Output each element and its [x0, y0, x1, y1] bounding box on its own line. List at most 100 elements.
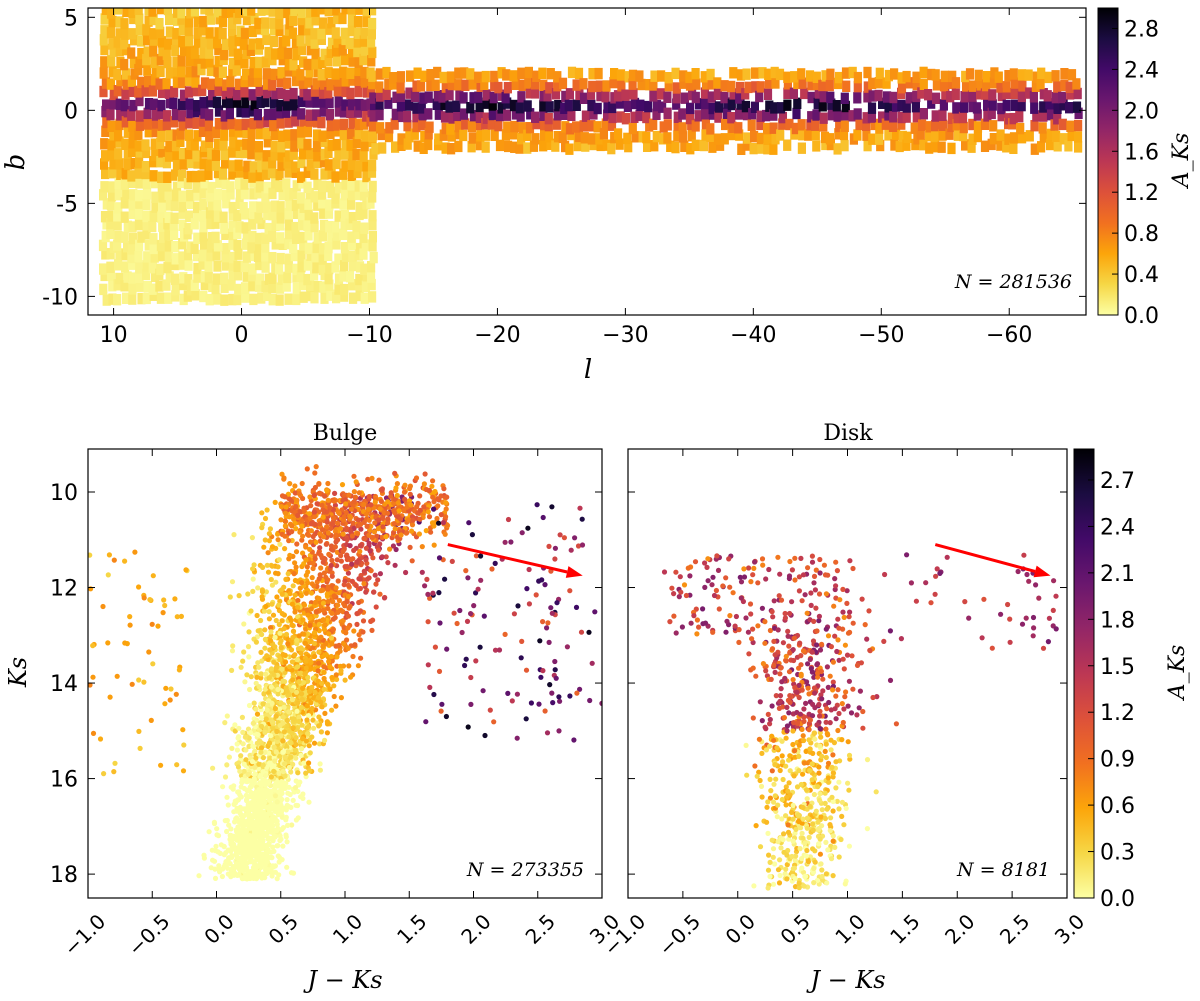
- sky-map-cell: [613, 90, 623, 102]
- star-point: [289, 601, 295, 607]
- sky-map-cell: [234, 34, 243, 47]
- sky-map-cell: [960, 101, 969, 113]
- sky-map-colorbar-tick-label: 1.2: [1124, 181, 1159, 206]
- sky-map-cell: [1039, 110, 1048, 122]
- sky-map-cell: [313, 156, 322, 168]
- star-point: [242, 734, 248, 740]
- sky-map-cell: [517, 133, 526, 145]
- sky-map-cell: [234, 283, 243, 296]
- sky-map-cell: [341, 75, 350, 87]
- star-point: [317, 761, 323, 767]
- sky-map-cell: [446, 71, 455, 83]
- sky-map-cell: [868, 77, 877, 90]
- sky-map-cell: [701, 118, 710, 130]
- sky-map-cell: [228, 268, 237, 281]
- star-point: [249, 871, 255, 878]
- sky-map-cell: [318, 17, 328, 29]
- sky-map-cell: [163, 261, 172, 274]
- star-point: [242, 847, 248, 853]
- star-point: [268, 625, 274, 631]
- star-point: [299, 480, 305, 487]
- sky-map-cell: [99, 283, 108, 296]
- sky-map-cell: [310, 269, 319, 281]
- sky-map-cell: [297, 43, 307, 56]
- star-point: [259, 714, 265, 721]
- star-point: [262, 749, 268, 756]
- star-point: [292, 577, 298, 584]
- sky-map-cell: [853, 92, 862, 104]
- star-point: [253, 639, 259, 645]
- sky-map-cell: [897, 72, 906, 84]
- sky-map-cell: [720, 133, 729, 145]
- star-point: [228, 839, 234, 845]
- sky-map-cell: [99, 67, 108, 79]
- sky-map-cell: [608, 101, 617, 114]
- sky-map-cell: [228, 238, 237, 250]
- sky-map-cell: [164, 250, 173, 263]
- star-point: [335, 609, 341, 615]
- sky-map-cell: [898, 130, 907, 143]
- star-point: [232, 728, 238, 734]
- sky-map-cell: [142, 198, 151, 211]
- star-point: [258, 723, 265, 729]
- sky-map-cell: [574, 130, 583, 143]
- sky-map-cell: [113, 279, 122, 291]
- sky-map-cell: [311, 251, 320, 263]
- star-point: [282, 510, 289, 516]
- sky-map-cell: [144, 75, 153, 88]
- sky-map-cell: [1002, 141, 1011, 153]
- sky-map-cell: [177, 176, 186, 188]
- sky-map-cell: [239, 202, 248, 214]
- sky-map-cell: [947, 120, 956, 133]
- sky-map-cell: [312, 96, 321, 108]
- sky-map-cell: [114, 259, 123, 271]
- sky-map-cell: [278, 238, 287, 250]
- sky-map-cell: [940, 70, 949, 83]
- sky-map-cell: [177, 170, 187, 182]
- star-point: [326, 658, 332, 665]
- star-point: [288, 754, 294, 760]
- star-point: [347, 603, 353, 610]
- sky-map-cell: [220, 129, 229, 141]
- sky-map-cell: [200, 107, 209, 119]
- sky-map-cell: [142, 268, 151, 281]
- sky-map-cell: [917, 87, 926, 99]
- star-point: [374, 533, 380, 539]
- sky-map-cell: [440, 98, 449, 111]
- star-point: [258, 675, 264, 681]
- star-point: [285, 692, 291, 698]
- sky-map-cell: [150, 138, 159, 150]
- sky-map-cell: [108, 280, 117, 292]
- sky-map-cell: [398, 110, 407, 123]
- sky-map-cell: [474, 71, 483, 83]
- sky-map-cell: [334, 75, 343, 87]
- sky-map-cell: [892, 128, 901, 140]
- star-point: [300, 679, 307, 686]
- sky-map-cell: [340, 290, 349, 302]
- sky-map-cell: [248, 270, 257, 282]
- sky-map-cell: [226, 181, 235, 193]
- sky-map-cell: [135, 197, 144, 209]
- sky-map-cell: [635, 109, 644, 122]
- sky-map-cell: [346, 106, 355, 118]
- sky-map-cell: [109, 98, 118, 110]
- sky-map-cell: [193, 36, 203, 49]
- sky-map-cell: [296, 34, 305, 47]
- sky-map-cell: [339, 228, 348, 240]
- sky-map-cell: [420, 70, 429, 82]
- sky-map-cell: [127, 251, 136, 264]
- sky-map-cell: [360, 139, 369, 152]
- sky-map-cell: [771, 133, 780, 145]
- sky-map-cell: [255, 38, 264, 50]
- star-point: [252, 771, 258, 777]
- star-point: [272, 869, 279, 875]
- sky-map-cell: [832, 100, 841, 112]
- sky-map-cell: [255, 56, 264, 69]
- sky-map-cell: [931, 110, 940, 122]
- sky-map-cell: [155, 280, 164, 292]
- sky-map-cell: [170, 228, 179, 240]
- sky-map-cell: [277, 150, 286, 163]
- sky-map-cell: [355, 261, 365, 273]
- sky-map-panel: 10 0 −10 −20 −30 −40 −50 −60 50-5-10 l b N = 28…: [1, 6, 1087, 385]
- star-point: [330, 515, 337, 521]
